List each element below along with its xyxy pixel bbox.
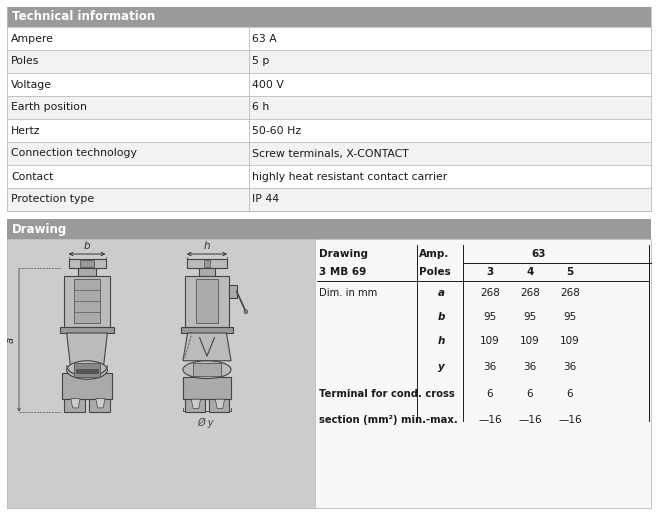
Text: 6 h: 6 h [253,103,270,112]
Ellipse shape [66,361,107,379]
Text: Contact: Contact [11,171,53,182]
Text: 36: 36 [563,362,576,372]
Bar [7,50,651,73]
Text: 400 V: 400 V [253,80,284,89]
Ellipse shape [183,361,231,379]
Text: highly heat resistant contact carrier: highly heat resistant contact carrier [253,171,447,182]
Text: Connection technology: Connection technology [11,148,137,159]
Text: 4: 4 [526,267,534,277]
Text: a: a [438,288,445,298]
Text: 36: 36 [523,362,537,372]
Bar [209,399,229,412]
Bar [76,369,98,373]
Text: Poles: Poles [11,56,39,67]
Text: Drawing: Drawing [12,223,67,235]
Text: 3: 3 [486,267,494,277]
Bar [185,399,205,412]
Bar [78,268,96,275]
Text: 63 A: 63 A [253,33,277,44]
Text: Ø y: Ø y [197,418,213,428]
Bar [229,285,237,298]
Text: 109: 109 [480,336,500,346]
Bar [68,259,105,268]
Bar [185,275,229,327]
Text: 268: 268 [520,288,540,298]
Bar [7,219,651,239]
Text: 109: 109 [520,336,540,346]
Text: 95: 95 [484,312,497,322]
Bar [89,399,110,411]
Text: 50-60 Hz: 50-60 Hz [253,126,301,135]
Text: y: y [438,362,444,372]
Text: —16: —16 [519,415,542,425]
Text: a: a [6,337,16,343]
Bar [64,275,110,327]
Bar [204,260,210,267]
Polygon shape [96,399,105,408]
Text: 5 p: 5 p [253,56,270,67]
Text: 63: 63 [532,249,546,259]
Text: b: b [84,241,90,251]
Text: Screw terminals, X-CONTACT: Screw terminals, X-CONTACT [253,148,409,159]
Bar [74,363,100,378]
Circle shape [244,310,247,313]
Text: Earth position: Earth position [11,103,87,112]
Bar [7,239,315,508]
Polygon shape [191,399,201,408]
Bar [315,239,651,508]
Bar [7,142,651,165]
Text: Poles: Poles [419,267,451,277]
Bar [193,363,221,376]
Polygon shape [66,333,107,365]
Text: 6: 6 [487,389,494,399]
Bar [199,268,215,275]
Text: 6: 6 [567,389,573,399]
Text: 268: 268 [480,288,500,298]
Text: 3 MB 69: 3 MB 69 [319,267,367,277]
Bar [7,165,651,188]
Text: Protection type: Protection type [11,194,94,205]
Text: IP 44: IP 44 [253,194,280,205]
Text: —16: —16 [558,415,582,425]
Bar [7,119,651,142]
Text: Terminal for cond. cross: Terminal for cond. cross [319,389,455,399]
Bar [7,188,651,211]
Text: 6: 6 [526,389,534,399]
Bar [187,259,228,268]
Text: 109: 109 [560,336,580,346]
Text: Voltage: Voltage [11,80,52,89]
Text: Ampere: Ampere [11,33,54,44]
Bar [7,27,651,50]
Text: h: h [438,336,445,346]
Polygon shape [215,399,224,408]
Text: Dim. in mm: Dim. in mm [319,288,377,298]
Text: 95: 95 [563,312,576,322]
Bar [181,327,233,333]
Bar [80,260,94,267]
Bar [64,399,85,411]
Bar [196,280,218,323]
Text: Hertz: Hertz [11,126,41,135]
Text: h: h [204,241,211,251]
Text: Technical information: Technical information [12,10,155,24]
Text: —16: —16 [478,415,502,425]
Bar [7,7,651,27]
Polygon shape [71,399,80,408]
Text: 36: 36 [484,362,497,372]
Text: 268: 268 [560,288,580,298]
Bar [60,327,114,333]
Bar [62,373,112,399]
Bar [183,377,231,399]
Text: Amp.: Amp. [419,249,449,259]
Text: b: b [438,312,445,322]
Text: 5: 5 [567,267,574,277]
Bar [7,73,651,96]
Bar [7,96,651,119]
Text: 95: 95 [523,312,537,322]
Text: section (mm²) min.-max.: section (mm²) min.-max. [319,415,458,425]
Polygon shape [183,333,231,361]
Text: Drawing: Drawing [319,249,368,259]
Bar [74,280,100,323]
